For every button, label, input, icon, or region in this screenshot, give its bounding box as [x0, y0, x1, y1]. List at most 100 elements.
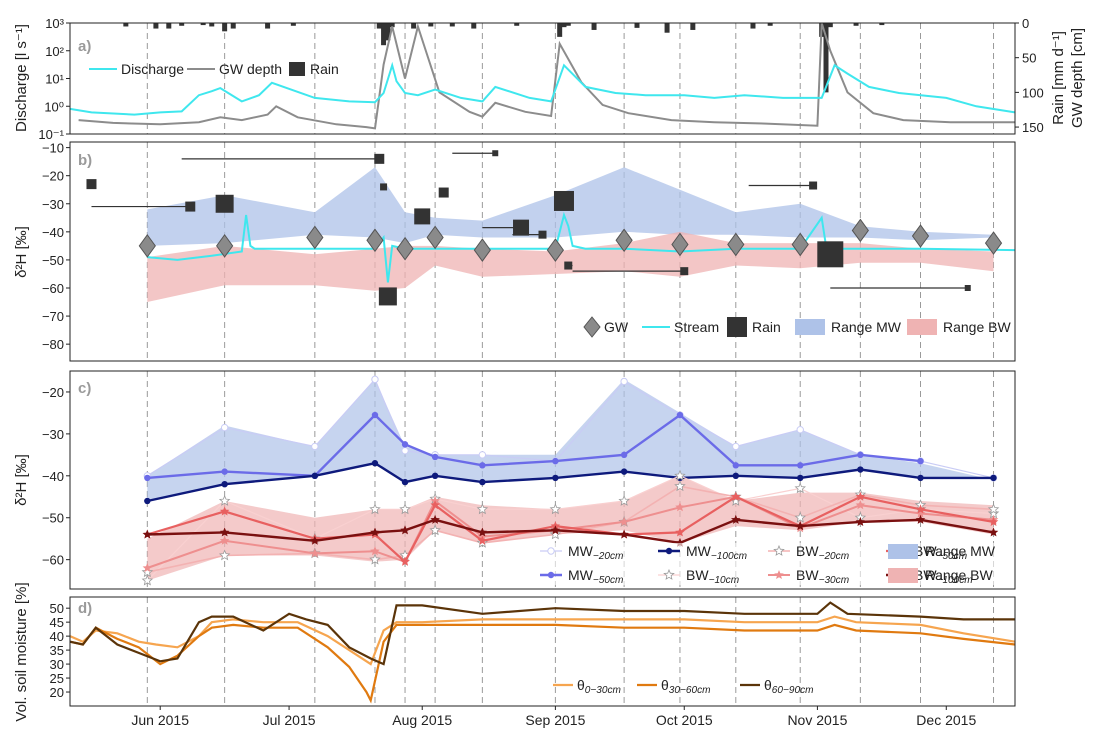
- series-marker: [477, 527, 488, 537]
- legend-marker: [547, 547, 555, 555]
- legend-label: BW−100cm: [914, 567, 973, 586]
- rain-bar: [750, 23, 756, 29]
- series-marker: [674, 480, 686, 492]
- gw-diamond: [396, 236, 414, 261]
- series-marker: [855, 516, 866, 526]
- series-marker: [732, 462, 739, 469]
- legend-label: MW−50cm: [568, 567, 623, 586]
- soil-moisture-line: [69, 623, 1016, 704]
- legend-marker: [774, 570, 784, 579]
- y-tick-label: −20: [42, 169, 64, 184]
- legend-gw-swatch: [583, 316, 601, 338]
- legend-label: BW−50cm: [914, 543, 967, 562]
- series-marker: [369, 503, 381, 515]
- series-marker: [915, 508, 926, 518]
- legend-range-mw-swatch: [795, 319, 825, 335]
- rain-square: [538, 230, 547, 239]
- rain-bar: [634, 23, 640, 28]
- series-marker: [618, 494, 630, 506]
- x-tick-label: Nov 2015: [787, 712, 847, 728]
- series-marker: [915, 514, 926, 524]
- panel-a-ylabel-rain: Rain [mm d⁻¹]: [1050, 31, 1067, 125]
- rain-square: [564, 261, 573, 270]
- series-marker: [220, 423, 229, 432]
- y-tick-label: 20: [50, 685, 64, 700]
- panel-label-b: b): [78, 152, 92, 169]
- rain-bar: [376, 23, 382, 29]
- series-marker: [221, 468, 228, 475]
- rain-square: [492, 150, 499, 157]
- panel-b-ylabel: δ²H [‰]: [13, 226, 30, 278]
- series-marker: [857, 451, 864, 459]
- gw-diamond: [546, 238, 565, 262]
- rain-bar: [690, 23, 696, 30]
- gw-diamond: [727, 232, 745, 257]
- panel-a-ylabel-gw: GW depth [cm]: [1069, 28, 1086, 128]
- series-marker: [401, 446, 409, 455]
- rain-square: [185, 201, 196, 212]
- y-tick-label: −80: [42, 337, 64, 352]
- legend-range-mw: Range MW: [831, 319, 902, 335]
- legend-rain: Rain: [310, 61, 339, 77]
- stream-line: [147, 211, 1016, 283]
- y-tick-label: 10³: [45, 16, 64, 31]
- range-mw-area: [147, 379, 994, 501]
- rain-bar: [166, 23, 172, 29]
- gw-diamond: [615, 228, 633, 253]
- panel-label-a: a): [78, 38, 91, 55]
- series-marker: [476, 503, 489, 515]
- legend-label: MW−20cm: [568, 543, 623, 562]
- y-tick-label: 10¹: [45, 72, 64, 87]
- series-marker: [915, 504, 926, 514]
- panel-label-c: c): [78, 380, 91, 397]
- y2-tick-label: 100: [1022, 85, 1044, 100]
- gw-diamond: [984, 231, 1003, 255]
- series-marker: [855, 491, 866, 501]
- series-marker: [371, 375, 379, 384]
- rain-square: [380, 183, 388, 191]
- series-marker: [400, 525, 410, 535]
- series-marker: [987, 503, 1000, 515]
- y-tick-label: −50: [42, 253, 64, 268]
- rain-bar: [561, 23, 567, 28]
- legend-marker: [663, 568, 675, 580]
- series-marker: [731, 514, 741, 524]
- y-tick-label: 10²: [45, 44, 64, 59]
- series-line: [147, 413, 921, 480]
- series-marker: [431, 472, 439, 480]
- legend-label: θ60−90cm: [764, 677, 814, 696]
- gw-diamond: [911, 224, 930, 248]
- legend-range-mw-swatch: [888, 544, 918, 559]
- y-tick-label: −60: [42, 553, 64, 568]
- rain-bar: [123, 23, 129, 27]
- series-marker: [311, 442, 319, 451]
- gw-diamond: [671, 232, 689, 257]
- gw-diamond: [426, 225, 444, 250]
- series-marker: [549, 528, 562, 540]
- series-marker: [430, 500, 440, 510]
- series-marker: [219, 527, 230, 537]
- series-marker: [676, 411, 684, 419]
- legend-range-bw-swatch: [907, 319, 937, 335]
- rain-bar: [664, 23, 670, 33]
- gw-diamond: [366, 228, 384, 253]
- rain-bar: [767, 23, 773, 26]
- legend-label: BW−20cm: [796, 543, 849, 562]
- series-marker: [477, 535, 488, 545]
- legend-marker: [547, 571, 555, 579]
- gw-diamond: [851, 218, 869, 243]
- rain-bar: [853, 23, 859, 26]
- soil-moisture-line: [69, 615, 1016, 666]
- x-tick-label: Dec 2015: [916, 712, 976, 728]
- rain-square: [374, 153, 385, 164]
- y-tick-label: −60: [42, 281, 64, 296]
- series-marker: [731, 491, 741, 501]
- rain-bar: [381, 23, 387, 46]
- x-tick-label: Aug 2015: [392, 712, 452, 728]
- series-marker: [794, 511, 806, 523]
- legend-label: θ30−60cm: [661, 677, 711, 696]
- series-marker: [218, 494, 231, 506]
- rain-bar: [265, 23, 271, 29]
- rain-bar: [557, 23, 563, 37]
- rain-bar: [209, 23, 215, 27]
